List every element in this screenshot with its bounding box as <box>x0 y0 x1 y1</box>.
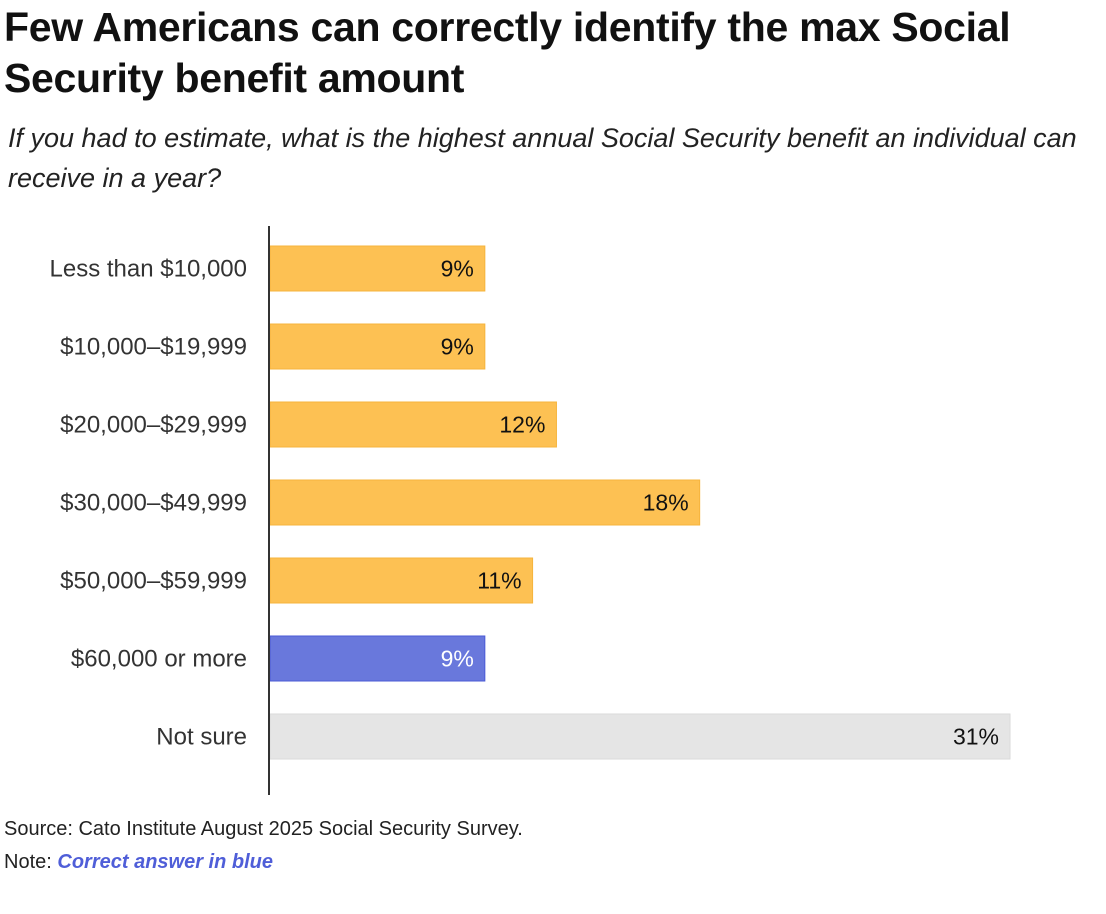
note-text: Correct answer in blue <box>57 851 273 873</box>
value-label: 9% <box>441 334 474 360</box>
category-label: $20,000–$29,999 <box>60 412 247 439</box>
value-label: 9% <box>441 646 474 672</box>
value-label: 31% <box>953 724 999 750</box>
value-label: 11% <box>477 568 521 594</box>
bar <box>269 401 557 448</box>
bar <box>269 713 1011 760</box>
note: Note: Correct answer in blue <box>4 851 273 874</box>
bar <box>269 479 701 526</box>
category-label: Less than $10,000 <box>50 256 248 283</box>
chart-subtitle: If you had to estimate, what is the high… <box>8 123 1077 193</box>
category-label: Not sure <box>156 724 247 751</box>
value-label: 9% <box>441 256 474 282</box>
note-label: Note: <box>4 851 52 873</box>
bar <box>269 557 534 604</box>
category-label: $50,000–$59,999 <box>60 568 247 595</box>
category-label: $10,000–$19,999 <box>60 334 247 361</box>
value-label: 18% <box>643 490 689 516</box>
value-label: 12% <box>499 412 545 438</box>
chart-title: Few Americans can correctly identify the… <box>4 4 1011 101</box>
bar <box>269 635 486 682</box>
source-note: Source: Cato Institute August 2025 Socia… <box>4 818 523 840</box>
category-label: $30,000–$49,999 <box>60 490 247 517</box>
bar <box>269 245 486 292</box>
category-label: $60,000 or more <box>71 646 247 673</box>
bar <box>269 323 486 370</box>
